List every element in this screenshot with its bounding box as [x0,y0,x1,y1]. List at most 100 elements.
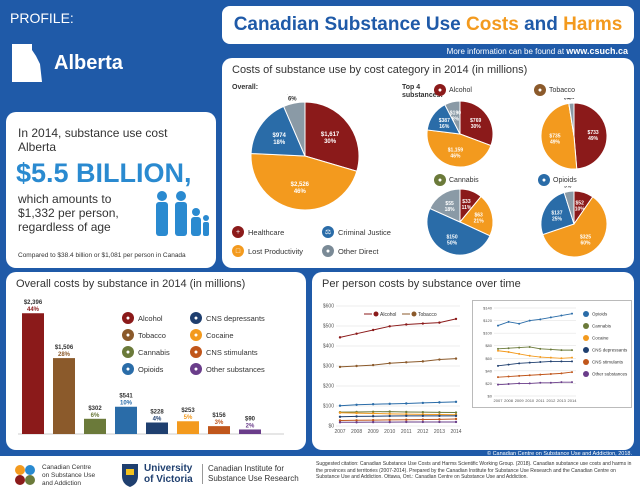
overall-slice-other-direct [282,101,306,157]
inset-ytick: $0 [488,394,493,399]
uvic-line1: University [144,463,193,474]
inset-point-cns-stimulants [539,373,542,376]
more-info-link[interactable]: www.csuch.ca [566,46,628,56]
main-point-tobacco [355,364,358,368]
main-point-cannabis [405,410,408,414]
inset-xtick: 2012 [546,398,556,403]
inset-point-other-substances [560,381,563,384]
bar-cocaine [177,421,199,434]
alcohol-slice-healthcare [459,100,494,147]
cannabis-pct-0: 11% [462,205,472,211]
title-and: and [518,14,564,35]
main-point-cocaine [405,412,408,416]
inset-point-cannabis [549,348,552,351]
opioids-icon: ● [122,363,134,375]
tobacco-label-1: $735 [549,133,560,139]
main-point-alcohol [438,321,441,324]
inset-point-cocaine [497,349,499,352]
ccsa-line1: Canadian Centre [42,464,92,471]
main-line-tobacco [339,358,457,368]
opioids-label-2: $137 [551,210,562,216]
main-xtick: 2011 [401,429,412,435]
alcohol-icon: ● [122,312,134,324]
main-xtick: 2010 [384,429,395,435]
main-point-tobacco [454,357,458,360]
title-costs: Costs [466,14,519,35]
main-point-cns-stimulants [454,417,458,421]
inset-xtick: 2011 [536,398,545,403]
stimulants-icon: ● [190,346,202,358]
inset-point-opioids [518,322,521,325]
legend-opioids: ● Opioids [122,363,163,375]
main-point-cns-stimulants [438,418,441,421]
inset-legend-other-substances-icon [583,371,589,377]
legend-label: Opioids [138,364,164,374]
inset-legend-opioids-icon [583,311,589,317]
overall-label-0: $1,617 [321,132,340,138]
opioids-label-1: $325 [580,234,591,240]
inset-point-cocaine [539,356,542,359]
legend-label: Alcohol [138,313,163,323]
footer: Canadian Centre on Substance Use and Add… [0,456,640,493]
bar-value-cannabis: $302 [88,406,102,412]
main-point-cocaine [338,411,342,414]
page-title: Canadian Substance Use Costs and Harms [222,14,634,36]
legend-label: Tobacco [138,330,166,340]
inset-point-opioids [560,314,563,317]
inset-point-opioids [539,318,542,321]
main-point-opioids [388,402,391,406]
inset-legend-cocaine-icon [583,335,589,341]
inset-legend-cns-depressants-icon [583,347,589,353]
main-point-cns-depressants [454,414,458,418]
other-direct-icon: ● [322,245,334,257]
bar-value-opioids: $541 [119,394,133,400]
main-ytick: $0 [328,424,334,430]
overall-costs-title: Overall costs by substance in 2014 (in m… [16,278,246,290]
main-point-cocaine [355,411,358,415]
main-point-opioids [338,404,342,407]
legend-other-direct-label: Other Direct [338,246,379,256]
top4-label: Top 4 [402,84,421,91]
uvic-name: University of Victoria [144,463,193,485]
legend-tobacco: ● Tobacco [122,329,166,341]
main-ytick: $500 [323,324,334,330]
inset-line-opioids [497,313,573,327]
main-xtick: 2008 [351,429,362,435]
title-panel: Canadian Substance Use Costs and Harms [222,6,634,44]
inset-legend-cns-stimulants-icon [583,359,589,365]
main-point-other-substances [421,420,425,424]
legend-productivity: □ Lost Productivity [232,245,303,257]
main-xtick: 2014 [450,429,461,435]
cannabis-label-3: $55 [445,201,454,207]
tobacco-pct-0: 49% [588,136,599,142]
cost-category-title: Costs of substance use by cost category … [232,64,528,76]
uvic-crest-icon [122,464,138,487]
top4-label2: substances: [402,92,443,99]
main-point-opioids [355,403,358,406]
cost-category-panel: Costs of substance use by cost category … [222,58,634,268]
alcohol-pct-3: 8% [452,116,460,122]
inset-point-cocaine [571,356,573,359]
alcohol-label-2: $387 [439,118,450,124]
main-point-cns-depressants [371,415,375,418]
inset-legend-cns-stimulants: CNS stimulants [592,360,624,365]
cannabis-pct-1: 21% [474,219,485,225]
inset-point-other-substances [497,383,499,386]
inset-point-opioids [571,312,573,315]
per-person-line-chart: $0 $100 $200 $300 $400 $500 $600 2007 2008 2009 20… [323,304,462,436]
inset-point-cocaine [549,356,552,359]
bar-other-substances [239,429,261,434]
overall-label-2: $974 [273,133,287,139]
cannabis-slice-criminal-justice [426,207,491,256]
inset-point-cannabis [507,347,510,350]
main-point-cns-stimulants [371,418,375,422]
alcohol-pie-label: Alcohol [449,86,472,94]
ccsa-logo-icon [15,465,35,485]
big-amount: $5.5 BILLION, [16,158,192,188]
main-ytick: $600 [323,304,334,310]
inset-point-cns-depressants [497,364,499,367]
inset-point-other-substances [528,382,531,385]
legend-label: CNS stimulants [206,347,258,357]
